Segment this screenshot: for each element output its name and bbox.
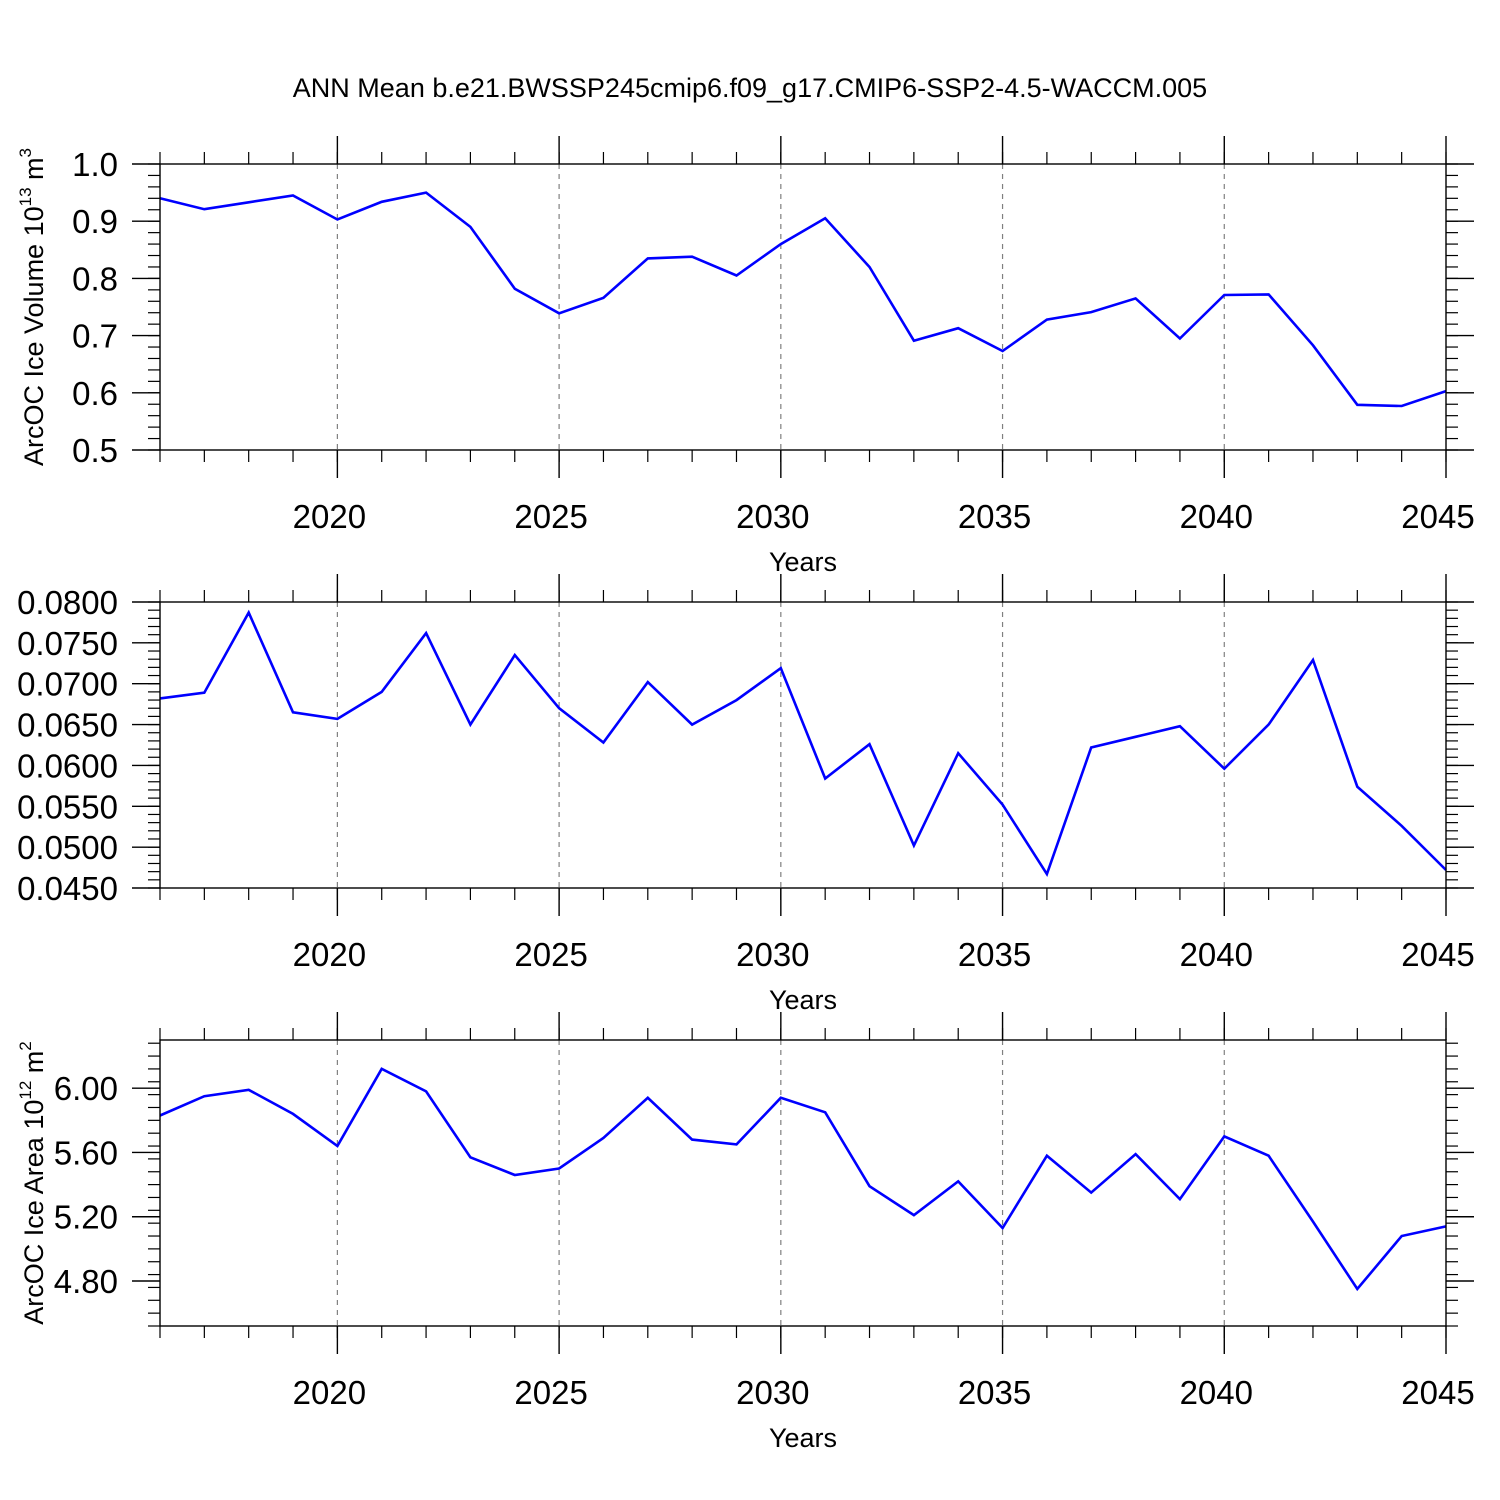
chart-panels: 2020 2025 2030 2035 2040 2045 0.5 0.6 0.7 0.8 0.9 1…	[16, 136, 1475, 1453]
y-tick-label: 0.8	[72, 260, 118, 297]
y-tick-label: 0.0750	[17, 625, 118, 662]
series-line	[159, 609, 1447, 878]
y-tick-label: 1.0	[72, 146, 118, 183]
y-axis-label: ArcOC Ice Volume 1013 m3	[16, 148, 49, 466]
chart-panel-3: 2020 2025 2030 2035 2040 2045 4.80 5.20 5.60 6.00…	[16, 1012, 1475, 1453]
x-axis-label: Years	[769, 547, 837, 577]
y-axis-label: ArcOC Ice Area 1012 m2	[16, 1041, 49, 1325]
y-tick-label: 6.00	[54, 1070, 118, 1107]
x-tick-label: 2040	[1180, 1374, 1253, 1411]
x-tick-label: 2030	[736, 936, 809, 973]
y-tick-label: 0.0700	[17, 666, 118, 703]
y-tick-label: 0.9	[72, 203, 118, 240]
y-tick-label: 0.0650	[17, 707, 118, 744]
x-tick-label: 2025	[514, 1374, 587, 1411]
y-tick-label: 0.0550	[17, 788, 118, 825]
x-tick-label: 2020	[293, 936, 366, 973]
x-tick-label: 2020	[293, 1374, 366, 1411]
y-tick-label: 0.5	[72, 432, 118, 469]
y-tick-label: 0.0800	[17, 584, 118, 621]
y-tick-label: 0.0450	[17, 870, 118, 907]
y-tick-label: 0.0500	[17, 829, 118, 866]
y-tick-label: 4.80	[54, 1263, 118, 1300]
x-axis-label: Years	[769, 985, 837, 1015]
x-tick-label: 2020	[293, 498, 366, 535]
series-line	[159, 191, 1447, 408]
y-tick-label: 5.20	[54, 1199, 118, 1236]
x-tick-label: 2045	[1401, 1374, 1474, 1411]
chart-panel-2: 2020 2025 2030 2035 2040 2045 0.0450 0.0500 0.05…	[17, 574, 1475, 1015]
x-tick-label: 2035	[958, 498, 1031, 535]
x-tick-label: 2025	[514, 498, 587, 535]
figure-title: ANN Mean b.e21.BWSSP245cmip6.f09_g17.CMI…	[293, 73, 1207, 103]
plot-frame	[159, 601, 1447, 889]
y-tick-label: 0.6	[72, 375, 118, 412]
y-tick-label: 0.7	[72, 318, 118, 355]
series-line	[159, 1067, 1447, 1292]
y-tick-label: 0.0600	[17, 747, 118, 784]
x-tick-label: 2040	[1180, 498, 1253, 535]
x-tick-label: 2030	[736, 1374, 809, 1411]
x-tick-label: 2035	[958, 1374, 1031, 1411]
plot-frame	[159, 1039, 1447, 1327]
x-tick-label: 2025	[514, 936, 587, 973]
x-tick-label: 2040	[1180, 936, 1253, 973]
x-axis-label: Years	[769, 1423, 837, 1453]
x-tick-label: 2035	[958, 936, 1031, 973]
x-tick-label: 2030	[736, 498, 809, 535]
chart-panel-1: 2020 2025 2030 2035 2040 2045 0.5 0.6 0.7 0.8 0.9 1…	[16, 136, 1475, 577]
x-tick-label: 2045	[1401, 498, 1474, 535]
plot-frame	[159, 163, 1447, 451]
x-tick-label: 2045	[1401, 936, 1474, 973]
y-tick-label: 5.60	[54, 1134, 118, 1171]
